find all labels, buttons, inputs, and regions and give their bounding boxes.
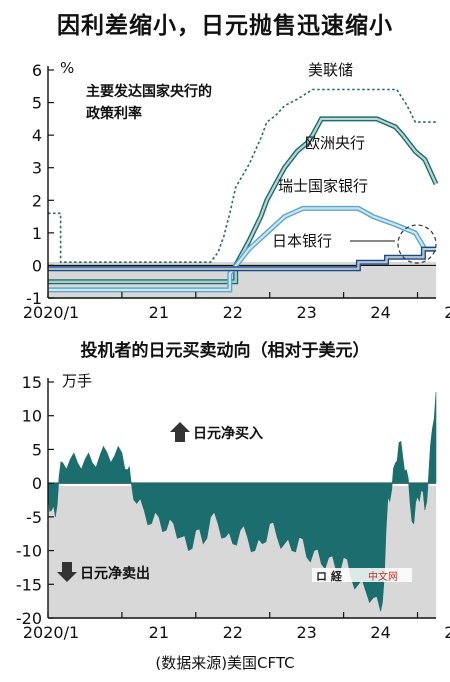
source-note: (数据来源)美国CFTC xyxy=(155,654,295,672)
position-unit-label: 万手 xyxy=(62,372,92,390)
x-tick-label: 21 xyxy=(149,623,169,642)
label-boj: 日本银行 xyxy=(272,232,332,250)
y-tick-label: -1 xyxy=(26,289,42,308)
net-buy-label: 日元净买入 xyxy=(193,425,263,442)
series-inner xyxy=(48,207,436,291)
x-tick-label: 21 xyxy=(149,303,169,322)
watermark-logo-icon: ロ 経 xyxy=(316,569,343,583)
label-snb: 瑞士国家银行 xyxy=(278,177,368,195)
y-tick-label: 10 xyxy=(22,407,42,426)
watermark: ロ 経 中文网 xyxy=(312,568,412,583)
arrow-up-icon xyxy=(170,422,190,442)
x-tick-label: 24 xyxy=(370,303,390,322)
series-inner xyxy=(48,248,436,270)
y-tick-label: -15 xyxy=(16,575,42,594)
watermark-text: 中文网 xyxy=(368,570,398,583)
x-tick-label: 23 xyxy=(296,623,316,642)
rate-chart-annotation-line1: 主要发达国家央行的 xyxy=(86,83,212,100)
y-tick-label: 3 xyxy=(32,159,42,178)
y-tick-label: -20 xyxy=(16,609,42,628)
net-sell-label: 日元净卖出 xyxy=(80,565,150,582)
y-tick-label: 0 xyxy=(32,256,42,275)
x-tick-label: 23 xyxy=(296,303,316,322)
y-tick-label: 4 xyxy=(32,126,42,145)
x-tick-label: 24 xyxy=(370,623,390,642)
page-title: 因利差缩小，日元抛售迅速缩小 xyxy=(57,13,393,39)
x-tick-label: 22 xyxy=(223,623,243,642)
x-tick-label: 2020/1 xyxy=(23,623,79,642)
x-tick-label: 25 xyxy=(444,623,450,642)
series-line-2 xyxy=(48,207,436,291)
label-ecb: 欧洲央行 xyxy=(305,134,365,152)
y-tick-label: 0 xyxy=(32,474,42,493)
x-tick-label: 2020/1 xyxy=(23,303,79,322)
series-line-0 xyxy=(48,88,436,263)
series-line-3 xyxy=(48,248,436,270)
y-tick-label: 2 xyxy=(32,191,42,210)
rate-unit-label: % xyxy=(60,59,74,77)
series-line-1 xyxy=(48,118,437,283)
y-tick-label: 1 xyxy=(32,224,42,243)
y-tick-label: -5 xyxy=(26,508,42,527)
rate-chart-annotation-line2: 政策利率 xyxy=(86,105,142,122)
y-tick-label: 15 xyxy=(22,373,42,392)
label-fed: 美联储 xyxy=(308,61,353,79)
x-tick-label: 22 xyxy=(223,303,243,322)
position-area xyxy=(47,392,437,612)
series-inner xyxy=(48,117,437,283)
position-chart-title: 投机者的日元买卖动向（相对于美元） xyxy=(81,340,370,361)
yen-position-chart: 投机者的日元买卖动向（相对于美元） 15 10 5 0 -5 -10 -15 -202020/… xyxy=(16,340,450,642)
x-tick-label: 25 xyxy=(444,303,450,322)
y-tick-label: 6 xyxy=(32,61,42,80)
y-tick-label: 5 xyxy=(32,94,42,113)
highlight-circle xyxy=(397,224,437,264)
y-tick-label: 5 xyxy=(32,440,42,459)
arrow-down-icon xyxy=(57,562,77,582)
y-tick-label: -10 xyxy=(16,542,42,561)
